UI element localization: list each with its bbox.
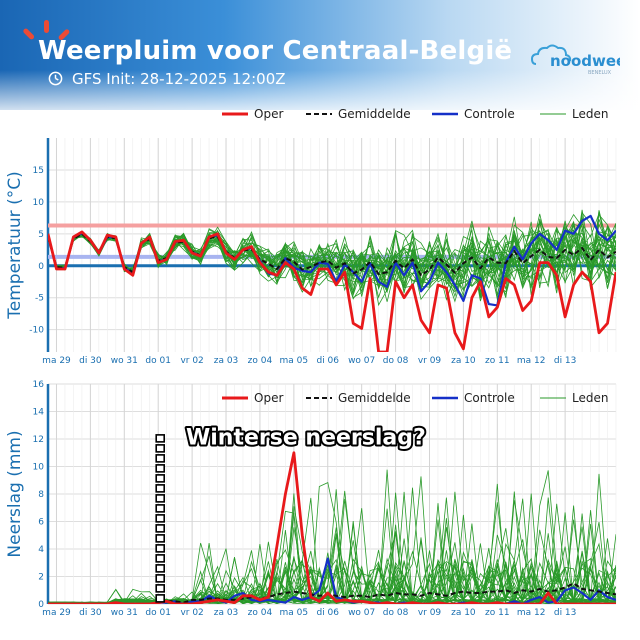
precipitation-chart: ma 29 di 30 wo 31 do 01 vr 02 za 03 zo 04 ma 05… (5, 380, 617, 618)
init-time: GFS Init: 28-12-2025 12:00Z (72, 70, 286, 88)
x-tick-label: ma 29 (42, 608, 71, 618)
y-tick-label: 0 (38, 600, 44, 610)
legend-control-label: Controle (464, 107, 515, 121)
y-tick-label: 5 (38, 230, 44, 240)
plot-area (48, 451, 616, 604)
plot-area (48, 209, 616, 352)
member-line (48, 558, 616, 604)
y-tick-label: 6 (38, 518, 44, 528)
x-tick-label: do 01 (145, 356, 171, 366)
cloud-logo-icon: noodweer BENELUX (530, 44, 634, 76)
legend-mean-label: Gemiddelde (338, 391, 411, 405)
annotation-text: Winterse neerslag? (186, 426, 426, 451)
y-tick-label: 15 (33, 166, 44, 176)
y-axis-label: Temperatuur (°C) (5, 171, 25, 319)
x-tick-label: za 03 (214, 608, 239, 618)
x-tick-label: di 13 (554, 608, 577, 618)
logo-text: noodweer (550, 52, 620, 70)
x-tick-label: di 06 (316, 356, 339, 366)
legend-mean-label: Gemiddelde (338, 107, 411, 121)
y-tick-label: -10 (29, 326, 44, 336)
x-tick-label: za 10 (451, 608, 476, 618)
x-tick-label: di 13 (554, 356, 577, 366)
legend-oper-label: Oper (254, 107, 283, 121)
sun-logo-icon (23, 20, 70, 41)
temperature-chart: ma 29 di 30 wo 31 do 01 vr 02 za 03 zo 04 ma 05… (5, 107, 617, 366)
x-tick-label: wo 31 (111, 356, 138, 366)
x-tick-label: vr 02 (180, 608, 203, 618)
x-tick-label: di 30 (79, 356, 102, 366)
x-tick-label: ma 05 (280, 608, 309, 618)
x-tick-label: zo 04 (248, 356, 273, 366)
legend-oper-label: Oper (254, 391, 283, 405)
y-tick-label: 4 (38, 545, 44, 555)
brand-logo: noodweer BENELUX (530, 42, 634, 78)
x-tick-label: vr 02 (180, 356, 203, 366)
oper-line (48, 230, 616, 352)
oper-line (48, 451, 616, 604)
logo-subtext: BENELUX (588, 70, 612, 76)
y-tick-label: 2 (38, 573, 44, 583)
x-tick-label: ma 05 (280, 356, 309, 366)
legend-members-label: Leden (572, 391, 608, 405)
x-tick-label: di 06 (316, 608, 339, 618)
y-tick-label: 12 (33, 435, 44, 445)
y-tick-label: 0 (38, 262, 44, 272)
x-tick-label: vr 09 (418, 356, 442, 366)
legend-members-label: Leden (572, 107, 608, 121)
clock-icon (48, 71, 63, 86)
x-tick-label: wo 31 (111, 608, 138, 618)
y-tick-label: 10 (33, 463, 45, 473)
x-tick-label: do 08 (383, 356, 409, 366)
x-tick-label: di 30 (79, 608, 102, 618)
x-tick-label: ma 12 (517, 608, 546, 618)
legend-control-label: Controle (464, 391, 515, 405)
mean-line (48, 582, 616, 604)
x-tick-label: do 01 (145, 608, 171, 618)
x-tick-label: do 08 (383, 608, 409, 618)
y-axis-label: Neerslag (mm) (5, 430, 25, 557)
y-tick-label: 10 (33, 198, 45, 208)
member-line (48, 224, 616, 301)
x-tick-label: zo 04 (248, 608, 273, 618)
x-tick-label: za 03 (214, 356, 239, 366)
x-tick-label: zo 11 (485, 608, 510, 618)
y-tick-label: -5 (35, 294, 44, 304)
y-tick-label: 8 (38, 490, 44, 500)
header-fade (0, 70, 640, 120)
x-tick-label: wo 07 (348, 608, 375, 618)
x-tick-label: ma 12 (517, 356, 546, 366)
winter-bracket (155, 434, 166, 603)
y-tick-label: 16 (33, 380, 45, 390)
x-tick-label: zo 11 (485, 356, 510, 366)
x-tick-label: vr 09 (418, 608, 442, 618)
legend: Oper Gemiddelde Controle Leden (222, 391, 608, 405)
x-tick-label: ma 29 (42, 356, 71, 366)
x-tick-label: za 10 (451, 356, 476, 366)
y-tick-label: 14 (33, 408, 45, 418)
page-title: Weerpluim voor Centraal-België (38, 36, 513, 66)
legend: Oper Gemiddelde Controle Leden (222, 107, 608, 121)
x-tick-label: wo 07 (348, 356, 375, 366)
